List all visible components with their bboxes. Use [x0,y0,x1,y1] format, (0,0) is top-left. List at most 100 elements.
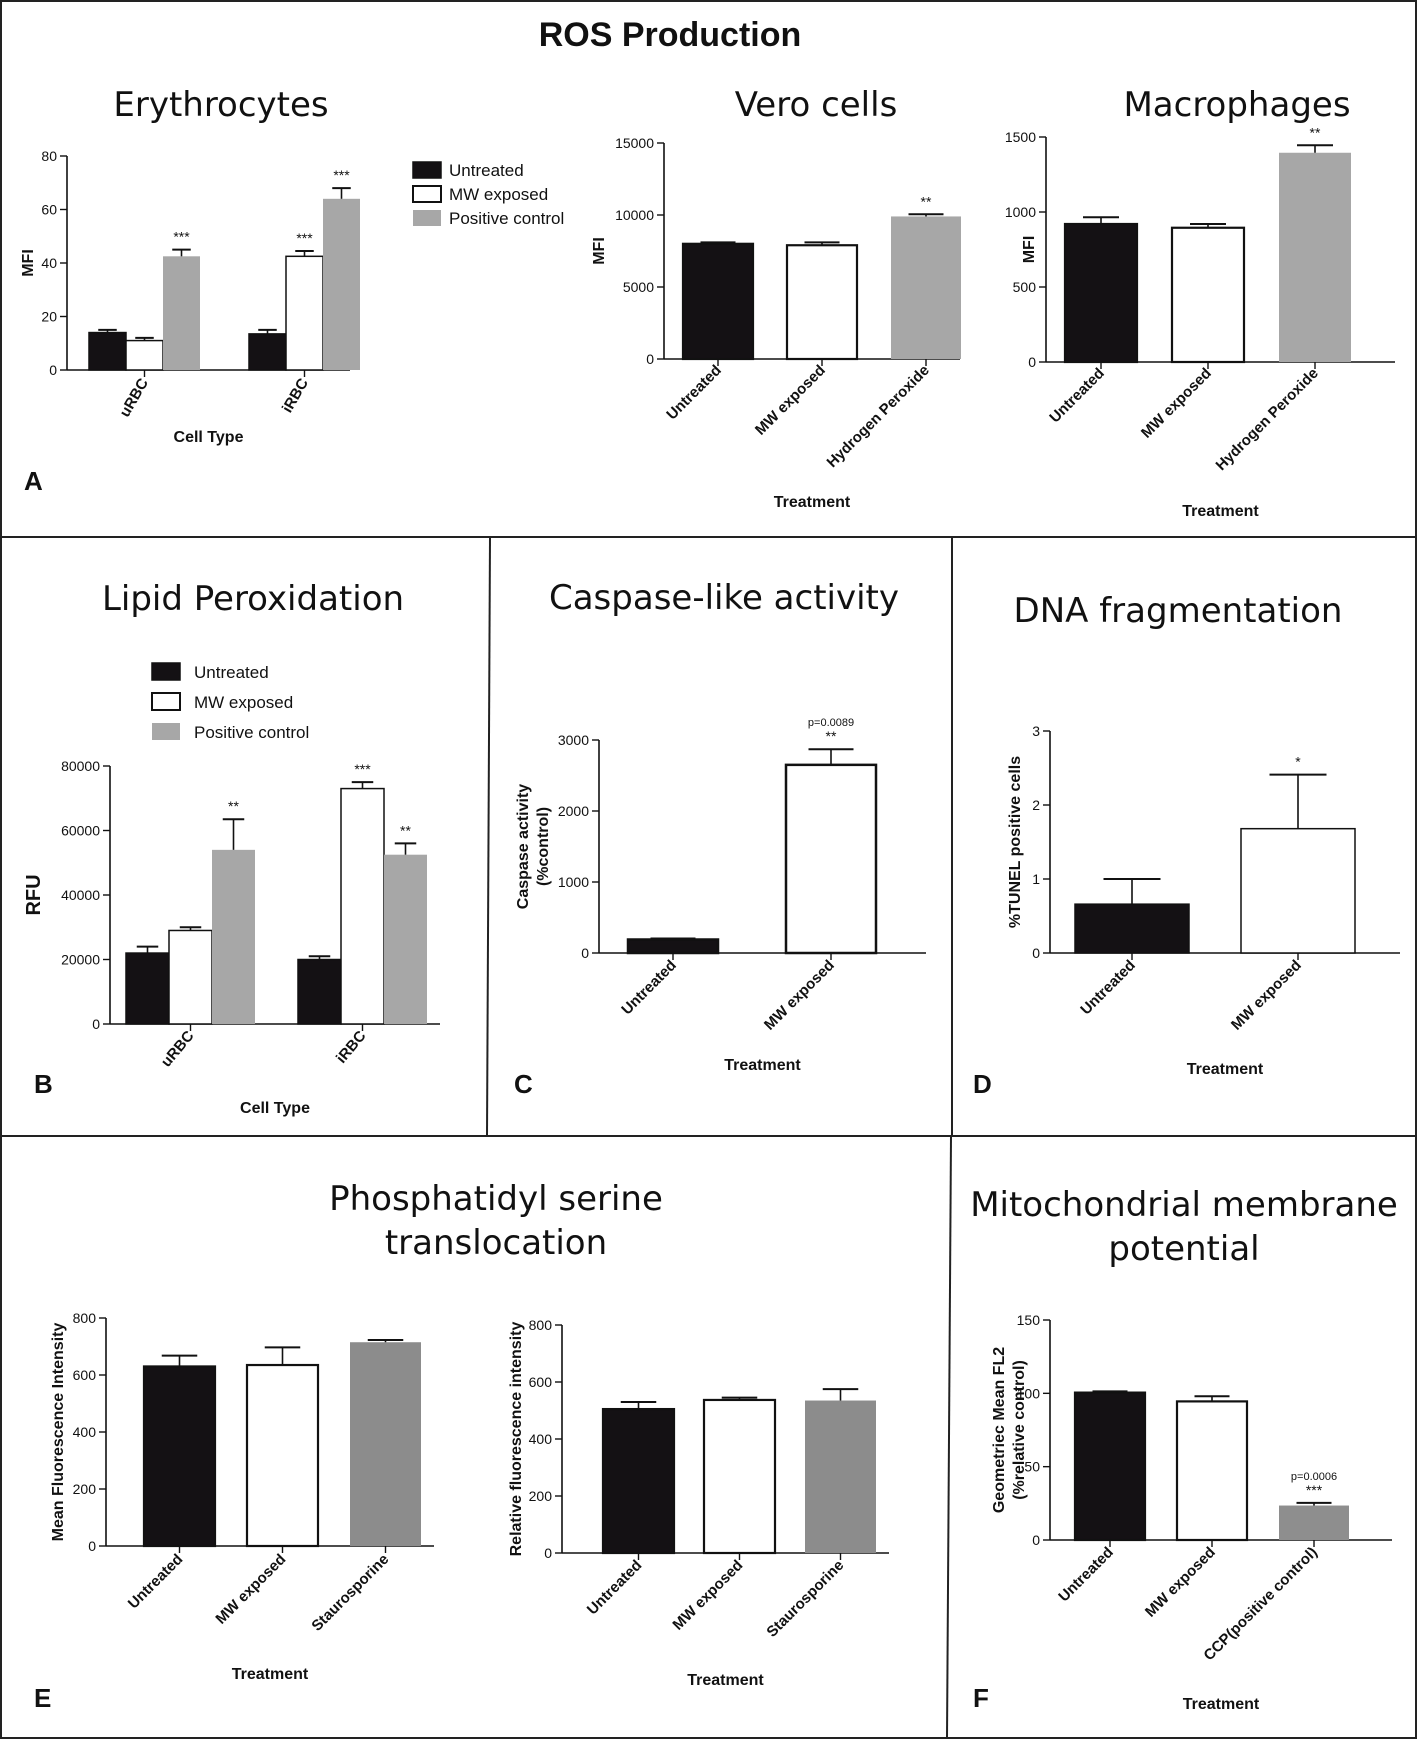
bar-mw-exposed [245,1363,320,1548]
title-caspase-like-activity: Caspase-like activity [549,578,899,618]
x-axis-label: Cell Type [174,429,244,446]
significance-mw-exposed-irbc: *** [354,761,371,777]
x-axis-label: Treatment [1182,503,1259,520]
bar-untreated-urbc [88,331,127,371]
p-value-ccp-positive-control: p=0.0006 [1291,1471,1337,1483]
bar-hydrogen-peroxide [1279,152,1351,362]
bar-mw-exposed [702,1398,777,1555]
legend-erythrocytes: Untreated MW exposed Positive control [412,161,564,228]
bar-hydrogen-peroxide [891,216,961,359]
bar-mw-exposed-irbc [285,255,324,371]
y-tick-label: 20000 [61,952,100,968]
x-axis-label: Treatment [1187,1061,1264,1078]
panel-letter-a: A [24,466,43,496]
y-tick-label: 2 [1032,797,1040,813]
y-tick-label: 0 [92,1016,100,1032]
y-tick-label: 60 [41,202,57,218]
y-axis-label: %TUNEL positive cells [1007,756,1024,928]
legend-swatch-positive [152,723,180,740]
y-tick-label: 800 [73,1310,97,1326]
bar-positive-control-urbc [163,256,200,370]
y-tick-label: 600 [73,1367,97,1383]
y-axis-label: RFU [23,874,45,915]
panel-letter-f: F [973,1683,989,1713]
y-tick-label: 150 [1017,1312,1041,1328]
y-tick-label: 0 [1032,945,1040,961]
bar-positive-control-urbc [212,849,255,1024]
x-axis-label: Cell Type [240,1100,310,1117]
title-phosphatidyl-serine: Phosphatidyl serine translocation [329,1179,663,1263]
y-tick-label: 500 [1013,279,1037,295]
bar-untreated [626,938,720,955]
x-axis-label: Treatment [724,1057,801,1074]
legend-label-positive: Positive control [449,209,564,228]
x-axis-label: Treatment [232,1666,309,1683]
bar-mw-exposed [785,244,859,361]
title-lipid-peroxidation: Lipid Peroxidation [102,579,404,619]
title-line: potential [1108,1229,1259,1269]
y-tick-label: 200 [73,1481,97,1497]
y-tick-label: 0 [581,945,589,961]
y-tick-label: 1000 [1005,204,1036,220]
panel-letter-e: E [34,1683,51,1713]
significance-mw-exposed: * [1295,754,1301,770]
legend-swatch-untreated [412,161,442,179]
significance-mw-exposed-irbc: *** [296,230,313,246]
bar-staurosporine [350,1342,421,1546]
title-macrophages: Macrophages [1123,85,1350,125]
p-value-mw-exposed: p=0.0089 [808,717,854,729]
y-tick-label: 10000 [615,207,654,223]
significance-hydrogen-peroxide: ** [921,193,932,209]
y-tick-label: 600 [529,1374,553,1390]
legend-label-mw-exposed: MW exposed [194,693,293,712]
legend-label-untreated: Untreated [194,663,269,682]
panel-letter-c: C [514,1069,533,1099]
bar-untreated [601,1407,676,1555]
y-tick-label: 800 [529,1317,553,1333]
y-tick-label: 60000 [61,823,100,839]
title-line: Phosphatidyl serine [329,1179,663,1219]
y-tick-label: 50 [1024,1459,1040,1475]
y-tick-label: 80 [41,148,57,164]
title-erythrocytes: Erythrocytes [113,85,328,125]
legend-swatch-mw-exposed [151,692,181,711]
legend-label-positive: Positive control [194,723,309,742]
bar-positive-control-irbc [323,198,360,370]
bar-untreated [142,1365,217,1548]
y-tick-label: 1000 [558,874,589,890]
y-tick-label: 80000 [61,758,100,774]
y-tick-label: 3000 [558,732,589,748]
significance-positive-control-urbc: ** [228,798,239,814]
bar-untreated-irbc [297,958,342,1025]
y-tick-label: 2000 [558,803,589,819]
bar-untreated [681,242,755,361]
bar-mw-exposed [1170,226,1246,364]
significance-hydrogen-peroxide: ** [1310,124,1321,140]
y-tick-label: 0 [1032,1532,1040,1548]
title-vero-cells: Vero cells [735,85,898,125]
bar-mw-exposed-irbc [340,787,385,1025]
y-tick-label: 0 [646,351,654,367]
bar-untreated [1073,1391,1147,1542]
legend-swatch-mw-exposed [412,185,442,203]
figure-title: ROS Production [539,16,802,54]
y-axis-label: Relative fluorescence intensity [508,1322,525,1557]
title-line: Mitochondrial membrane [970,1185,1398,1225]
legend-lipid-peroxidation: Untreated MW exposed Positive control [151,662,309,742]
significance-ccp-positive-control: *** [1306,1482,1323,1498]
y-tick-label: 100 [1017,1385,1041,1401]
significance-positive-control-urbc: *** [173,229,190,245]
bar-mw-exposed-urbc [125,339,164,371]
y-tick-label: 20 [41,309,57,325]
y-tick-label: 40 [41,255,57,271]
panel-letter-b: B [34,1069,53,1099]
legend-label-mw-exposed: MW exposed [449,185,548,204]
significance-mw-exposed: ** [826,728,837,744]
y-axis-label: Mean Fluorescence Intensity [50,1323,67,1542]
divider-e-f [946,1135,952,1739]
bar-staurosporine [805,1400,876,1553]
significance-positive-control-irbc: *** [333,167,350,183]
